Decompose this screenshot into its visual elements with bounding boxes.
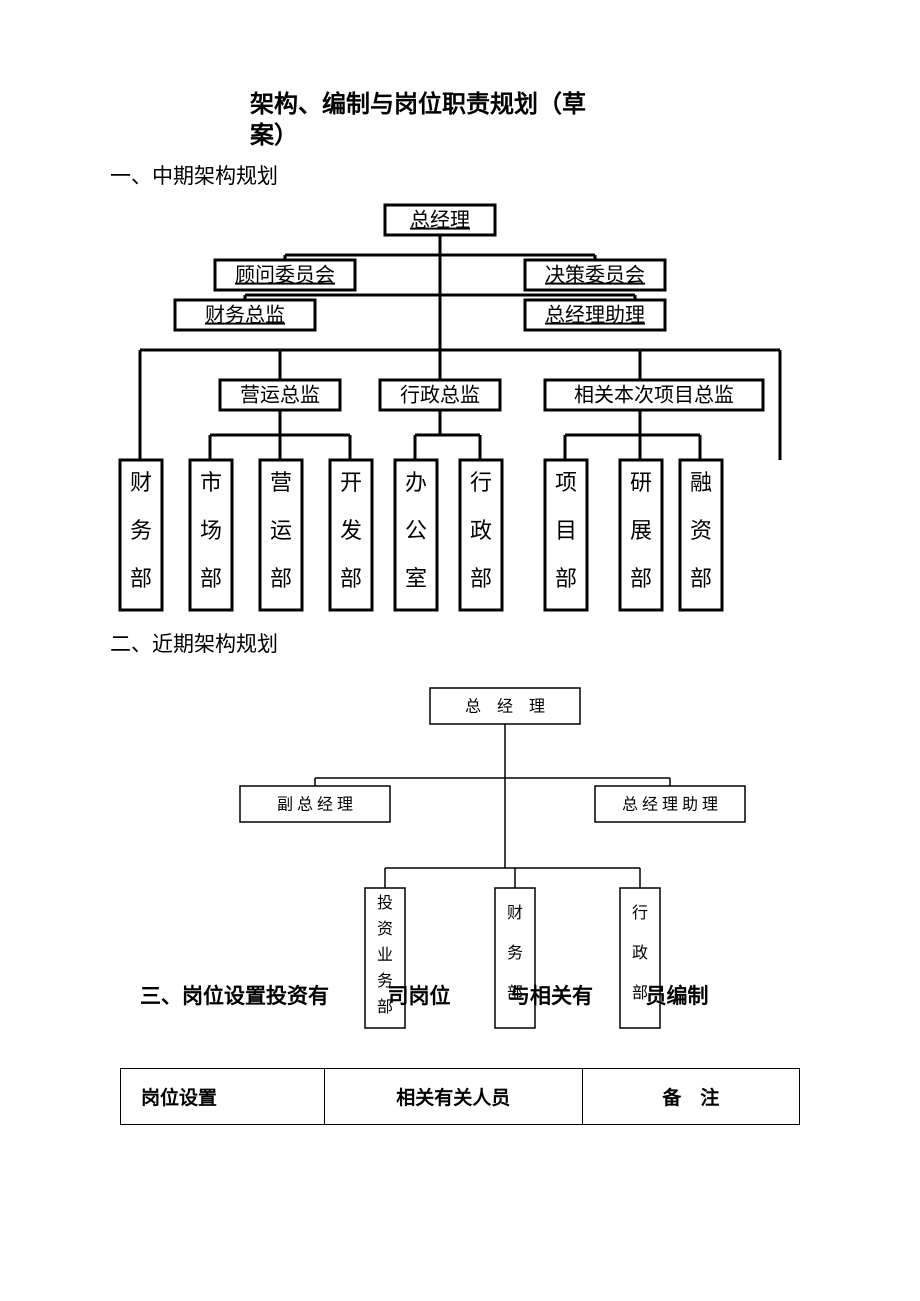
col-position: 岗位设置	[121, 1069, 325, 1125]
dept-7-label: 研展部	[630, 470, 652, 591]
section-2-heading: 二、近期架构规划	[110, 628, 810, 658]
node-gm-label: 总经理	[410, 209, 470, 232]
node2-vgm-label: 副 总 经 理	[277, 796, 353, 814]
node2-gm-label: 总 经 理	[465, 698, 545, 716]
doc-title: 架构、编制与岗位职责规划（草 案）	[250, 90, 810, 152]
dept-5-label: 行政部	[470, 470, 492, 591]
node2-asst-label: 总 经 理 助 理	[622, 796, 718, 814]
col-personnel: 相关有关人员	[324, 1069, 582, 1125]
node-advisory-label: 顾问委员会	[235, 264, 335, 287]
dept-4-label: 办公室	[405, 470, 427, 591]
node-admin-dir-label: 行政总监	[400, 384, 480, 407]
node-ops-dir-label: 营运总监	[240, 384, 320, 407]
node-gm-assist-label: 总经理助理	[545, 304, 645, 327]
node-proj-dir-label: 相关本次项目总监	[574, 384, 734, 407]
title-line1: 架构、编制与岗位职责规划（草	[250, 92, 586, 118]
section-1-heading: 一、中期架构规划	[110, 160, 810, 190]
node-decision-label: 决策委员会	[545, 264, 645, 287]
position-table: 岗位设置 相关有关人员 备 注	[120, 1068, 800, 1125]
sec3-d: 员编制	[646, 984, 709, 1008]
section-3-heading: 三、岗位设置投资有 司岗位 与相关有 员编制	[140, 980, 810, 1010]
dept-8-label: 融资部	[690, 470, 712, 591]
dept-6-label: 项目部	[555, 470, 577, 591]
sec3-b: 司岗位	[388, 984, 451, 1008]
dept-2-label: 营运部	[270, 470, 292, 591]
sec3-a: 三、岗位设置投资有	[140, 984, 329, 1008]
col-remark: 备 注	[582, 1069, 799, 1125]
dept-1-label: 市场部	[200, 470, 222, 591]
dept-3-label: 开发部	[340, 470, 362, 591]
org-chart-midterm: 总经理 顾问委员会 决策委员会 财务总监 总经理助理	[110, 200, 810, 620]
title-line2: 案）	[250, 123, 298, 149]
dept-0-label: 财务部	[130, 470, 152, 591]
org-chart-nearterm: 总 经 理 副 总 经 理 总 经 理 助 理 投资业务部 财务部 行政部	[110, 668, 810, 1038]
sec3-c: 与相关有	[509, 984, 593, 1008]
node-cfo-label: 财务总监	[205, 304, 285, 327]
table-row: 岗位设置 相关有关人员 备 注	[121, 1069, 800, 1125]
